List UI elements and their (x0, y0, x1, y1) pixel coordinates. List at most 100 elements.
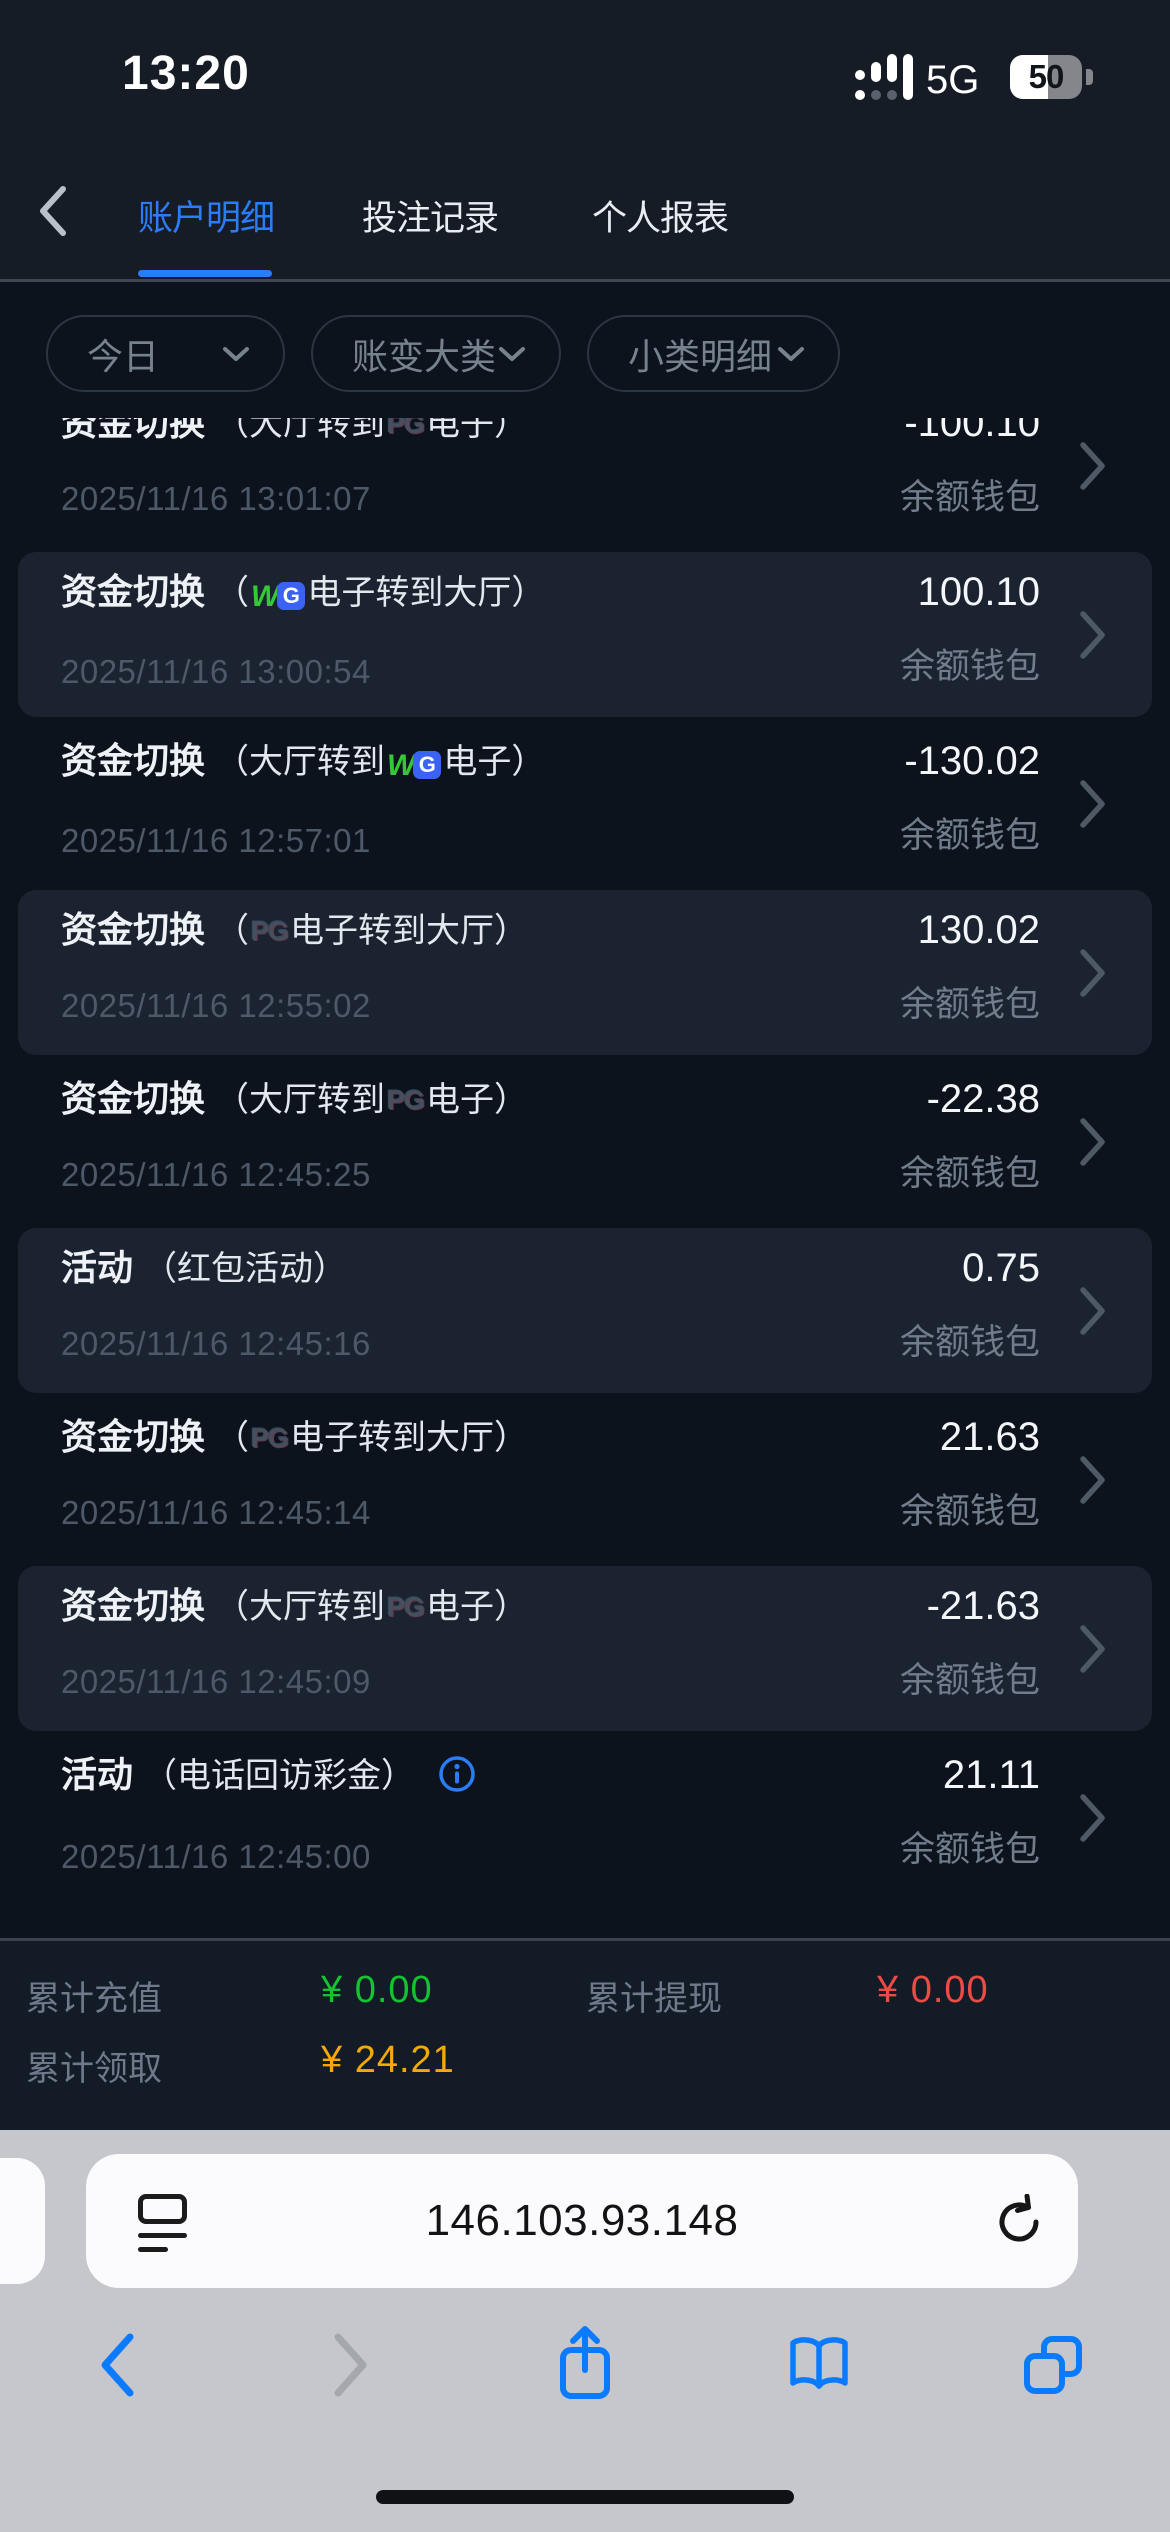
wallet-type-label: 余额钱包 (899, 1830, 1040, 1869)
transaction-type: 活动 (61, 1247, 134, 1288)
transaction-row[interactable]: 资金切换 （PG电子转到大厅） 2025/11/16 12:55:02 130.… (0, 888, 1170, 1057)
provider-logo: PG (387, 1592, 425, 1622)
transaction-row[interactable]: 资金切换 （大厅转到W G 电子） 2025/11/16 12:57:01 -130… (0, 719, 1170, 888)
filter-subcategory-dropdown[interactable]: 小类明细 (587, 315, 840, 392)
transaction-amount: -22.38 (926, 1077, 1040, 1121)
tab-bet-records[interactable]: 投注记录 (362, 199, 499, 238)
wallet-type-label: 余额钱包 (899, 1492, 1040, 1531)
transaction-row[interactable]: 资金切换 （大厅转到PG电子） 2025/11/16 12:45:09 -21.… (0, 1564, 1170, 1733)
chevron-right-icon (1078, 609, 1108, 666)
transaction-datetime: 2025/11/16 12:57:01 (61, 822, 371, 859)
transaction-datetime: 2025/11/16 12:45:09 (61, 1663, 371, 1700)
chevron-right-icon (1078, 1792, 1108, 1849)
provider-logo: PG (251, 1423, 289, 1453)
wallet-type-label: 余额钱包 (899, 1323, 1040, 1362)
chevron-right-icon (1078, 778, 1108, 835)
battery-icon: 50 (1010, 55, 1082, 99)
bookmarks-icon[interactable] (787, 2334, 851, 2401)
transaction-datetime: 2025/11/16 13:00:54 (61, 653, 371, 690)
transaction-type: 资金切换 (61, 418, 206, 443)
transaction-type: 资金切换 (61, 740, 206, 781)
transaction-row[interactable]: 活动 （红包活动） 2025/11/16 12:45:16 0.75 余额钱包 (0, 1226, 1170, 1395)
transaction-type: 资金切换 (61, 1585, 206, 1626)
adjacent-tab-peek[interactable] (0, 2158, 45, 2284)
chevron-right-icon (1078, 1285, 1108, 1342)
total-deposit-label: 累计充值 (26, 1980, 162, 2018)
share-icon[interactable] (555, 2322, 615, 2407)
address-bar[interactable]: 146.103.93.148 (86, 2154, 1078, 2288)
filter-subcategory-label: 小类明细 (628, 335, 773, 377)
chevron-down-icon (499, 346, 525, 361)
status-bar: 13:20 5G 50 (0, 0, 1170, 110)
browser-back-icon[interactable] (97, 2332, 137, 2403)
tab-personal-report[interactable]: 个人报表 (592, 199, 729, 238)
transaction-amount: 21.11 (942, 1753, 1040, 1797)
url-text[interactable]: 146.103.93.148 (425, 2196, 739, 2245)
transaction-title: 资金切换 （W G 电子转到大厅） (61, 570, 545, 619)
page-settings-icon[interactable] (138, 2194, 187, 2252)
transaction-title: 资金切换 （大厅转到W G 电子） (61, 739, 545, 788)
network-type-label: 5G (926, 58, 980, 102)
total-withdrawal-value: ¥ 0.00 (877, 1969, 989, 2011)
battery-percent: 50 (1028, 58, 1065, 95)
total-claimed-value: ¥ 24.21 (321, 2039, 455, 2081)
wallet-type-label: 余额钱包 (899, 816, 1040, 855)
safari-bottom-bar: 146.103.93.148 (0, 2130, 1170, 2532)
status-time: 13:20 (122, 47, 250, 100)
transaction-datetime: 2025/11/16 12:45:16 (61, 1325, 371, 1362)
active-tab-underline (138, 270, 272, 277)
transaction-title: 资金切换 （大厅转到PG电子） (61, 1584, 528, 1629)
provider-logo: PG (387, 1085, 425, 1115)
transaction-row[interactable]: 资金切换 （大厅转到PG电子） 2025/11/16 13:01:07 -100… (0, 418, 1170, 550)
transaction-row[interactable]: 资金切换 （W G 电子转到大厅） 2025/11/16 13:00:54 100.… (0, 550, 1170, 719)
wallet-type-label: 余额钱包 (899, 478, 1040, 517)
total-deposit-value: ¥ 0.00 (321, 1969, 433, 2011)
transaction-amount: -130.02 (904, 739, 1040, 783)
filter-date-label: 今日 (87, 335, 160, 377)
transaction-amount: 100.10 (917, 570, 1040, 614)
transaction-type: 资金切换 (61, 909, 206, 950)
transaction-type: 资金切换 (61, 1416, 206, 1457)
transaction-datetime: 2025/11/16 13:01:07 (61, 480, 371, 517)
transaction-amount: 0.75 (962, 1246, 1040, 1290)
back-chevron-icon[interactable] (36, 184, 68, 243)
provider-logo: PG (387, 418, 425, 439)
filter-date-dropdown[interactable]: 今日 (46, 315, 285, 392)
transaction-title: 资金切换 （PG电子转到大厅） (61, 1415, 528, 1460)
transaction-type: 资金切换 (61, 1078, 206, 1119)
transaction-type: 活动 (61, 1754, 134, 1795)
info-icon[interactable] (437, 1754, 477, 1804)
transaction-datetime: 2025/11/16 12:45:14 (61, 1494, 371, 1531)
filter-bar: 今日 账变大类 小类明细 (46, 315, 840, 392)
browser-forward-icon[interactable] (331, 2332, 371, 2403)
chevron-right-icon (1078, 1623, 1108, 1680)
transaction-row[interactable]: 资金切换 （大厅转到PG电子） 2025/11/16 12:45:25 -22.… (0, 1057, 1170, 1226)
transaction-row[interactable]: 资金切换 （PG电子转到大厅） 2025/11/16 12:45:14 21.6… (0, 1395, 1170, 1564)
wallet-type-label: 余额钱包 (899, 647, 1040, 686)
home-indicator[interactable] (376, 2490, 794, 2504)
chevron-down-icon (778, 346, 804, 361)
transaction-title: 资金切换 （PG电子转到大厅） (61, 908, 528, 953)
transaction-title: 资金切换 （大厅转到PG电子） (61, 1077, 528, 1122)
chevron-right-icon (1078, 440, 1108, 497)
filter-category-dropdown[interactable]: 账变大类 (311, 315, 561, 392)
wallet-type-label: 余额钱包 (899, 1661, 1040, 1700)
chevron-right-icon (1078, 1116, 1108, 1173)
transaction-list: 资金切换 （大厅转到PG电子） 2025/11/16 13:01:07 -100… (0, 418, 1170, 1938)
summary-footer: 累计充值 ¥ 0.00 累计提现 ¥ 0.00 累计领取 ¥ 24.21 (0, 1938, 1170, 2130)
provider-logo: PG (251, 916, 289, 946)
cellular-signal-icon (855, 54, 913, 100)
transaction-amount: 21.63 (939, 1415, 1040, 1459)
transaction-amount: -100.10 (904, 418, 1040, 445)
wallet-type-label: 余额钱包 (899, 1154, 1040, 1193)
transaction-row[interactable]: 活动 （电话回访彩金） 2025/11/16 12:45:00 21.11 余额… (0, 1733, 1170, 1902)
app-header: 13:20 5G 50 账户明细 投注记录 个人报表 (0, 0, 1170, 282)
tabs-icon[interactable] (1022, 2334, 1084, 2401)
transaction-amount: 130.02 (917, 908, 1040, 952)
transaction-datetime: 2025/11/16 12:45:25 (61, 1156, 371, 1193)
wallet-type-label: 余额钱包 (899, 985, 1040, 1024)
reload-icon[interactable] (994, 2193, 1044, 2253)
total-withdrawal-label: 累计提现 (586, 1980, 722, 2018)
filter-category-label: 账变大类 (352, 335, 497, 377)
tab-account-detail[interactable]: 账户明细 (138, 199, 275, 238)
